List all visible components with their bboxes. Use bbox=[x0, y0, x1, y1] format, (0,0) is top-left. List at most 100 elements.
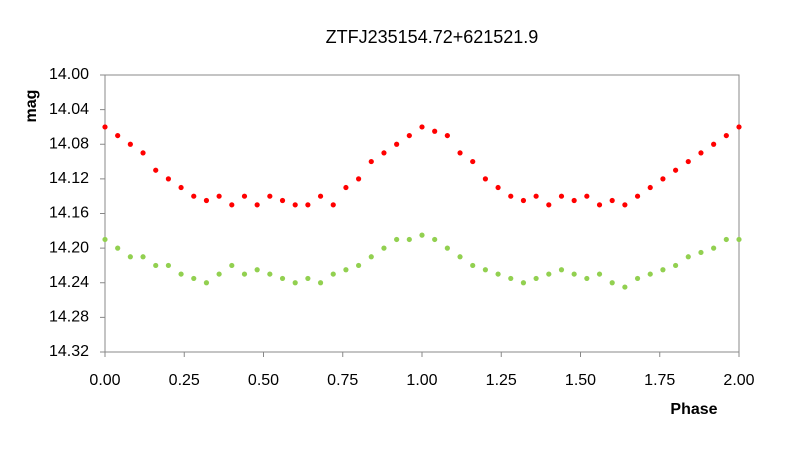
data-point bbox=[343, 267, 349, 273]
data-point bbox=[203, 197, 210, 204]
data-point bbox=[495, 271, 501, 277]
x-tick-label: 0.00 bbox=[89, 372, 120, 389]
data-point bbox=[165, 262, 171, 269]
data-point bbox=[685, 158, 691, 165]
data-point bbox=[571, 271, 577, 277]
y-tick-label: 14.20 bbox=[49, 239, 89, 256]
data-point bbox=[634, 275, 641, 282]
data-point bbox=[305, 202, 311, 208]
data-point bbox=[558, 193, 565, 199]
data-point bbox=[660, 267, 666, 273]
data-point bbox=[723, 236, 729, 243]
y-tick-label: 14.24 bbox=[49, 274, 89, 291]
data-point bbox=[153, 167, 159, 173]
data-point bbox=[432, 236, 438, 243]
data-point bbox=[191, 193, 197, 199]
y-tick-label: 14.32 bbox=[49, 343, 89, 360]
data-point bbox=[381, 245, 387, 251]
data-point bbox=[203, 280, 210, 286]
data-point bbox=[216, 193, 222, 199]
data-point bbox=[444, 132, 450, 139]
data-point bbox=[178, 271, 184, 277]
data-point bbox=[647, 271, 653, 277]
data-point bbox=[470, 158, 476, 165]
data-point bbox=[432, 128, 438, 134]
x-tick-label: 0.75 bbox=[327, 372, 358, 389]
data-point bbox=[596, 202, 603, 208]
data-point bbox=[115, 245, 121, 251]
data-point bbox=[356, 262, 362, 269]
data-point bbox=[343, 184, 349, 191]
x-tick-label: 1.00 bbox=[406, 372, 437, 389]
data-point bbox=[685, 254, 691, 260]
y-tick-label: 14.16 bbox=[49, 205, 89, 222]
plot-frame bbox=[104, 74, 740, 353]
data-point bbox=[368, 158, 374, 165]
data-point bbox=[444, 245, 450, 251]
data-point bbox=[419, 124, 425, 130]
data-point bbox=[711, 141, 717, 147]
data-point bbox=[508, 193, 514, 199]
data-point bbox=[508, 275, 514, 282]
data-point bbox=[267, 193, 273, 199]
data-point bbox=[673, 262, 679, 269]
x-tick-label: 2.00 bbox=[723, 372, 754, 389]
data-point bbox=[647, 184, 653, 191]
data-point bbox=[356, 176, 362, 182]
data-point bbox=[419, 232, 425, 238]
data-point bbox=[394, 141, 400, 147]
data-point bbox=[571, 197, 577, 204]
data-point bbox=[698, 249, 704, 256]
data-point bbox=[279, 197, 286, 204]
x-tick-label: 1.25 bbox=[486, 372, 517, 389]
data-point bbox=[279, 275, 286, 282]
y-tick-label: 14.28 bbox=[49, 309, 89, 326]
data-point bbox=[330, 202, 336, 208]
data-point bbox=[381, 150, 387, 156]
data-point bbox=[267, 271, 273, 277]
data-point bbox=[127, 141, 133, 147]
data-point bbox=[546, 202, 552, 208]
data-point bbox=[191, 275, 197, 282]
data-point bbox=[254, 267, 260, 273]
data-point bbox=[457, 150, 463, 156]
data-point bbox=[698, 150, 704, 156]
x-tick-label: 1.75 bbox=[644, 372, 675, 389]
chart-title: ZTFJ235154.72+621521.9 bbox=[326, 27, 539, 47]
data-point bbox=[584, 275, 590, 282]
data-point bbox=[140, 254, 146, 260]
data-point bbox=[470, 262, 476, 269]
data-point bbox=[241, 271, 248, 277]
data-point bbox=[330, 271, 336, 277]
data-point bbox=[292, 202, 298, 208]
data-point bbox=[584, 193, 590, 199]
data-point bbox=[482, 267, 488, 273]
data-point bbox=[102, 124, 108, 130]
data-point bbox=[723, 132, 729, 139]
data-point bbox=[229, 262, 235, 269]
x-tick-label: 1.50 bbox=[565, 372, 596, 389]
y-tick-label: 14.08 bbox=[49, 135, 89, 152]
data-point bbox=[165, 176, 171, 182]
x-tick-label: 0.25 bbox=[169, 372, 200, 389]
data-point bbox=[140, 150, 146, 156]
data-point bbox=[546, 271, 552, 277]
x-axis-label: Phase bbox=[670, 401, 717, 418]
data-point bbox=[317, 193, 324, 199]
y-tick-label: 14.00 bbox=[49, 66, 89, 83]
data-point bbox=[609, 280, 615, 286]
data-point bbox=[609, 197, 615, 204]
data-point bbox=[406, 236, 412, 243]
data-point bbox=[394, 236, 400, 243]
data-point bbox=[596, 271, 603, 277]
data-point bbox=[317, 280, 324, 286]
data-point bbox=[711, 245, 717, 251]
data-point bbox=[153, 262, 159, 269]
y-tick-label: 14.12 bbox=[49, 170, 89, 187]
data-point bbox=[406, 132, 412, 139]
x-tick-label: 0.50 bbox=[248, 372, 279, 389]
data-point bbox=[292, 280, 298, 286]
y-axis-label: mag bbox=[23, 90, 40, 123]
data-point bbox=[660, 176, 666, 182]
data-point bbox=[127, 254, 133, 260]
